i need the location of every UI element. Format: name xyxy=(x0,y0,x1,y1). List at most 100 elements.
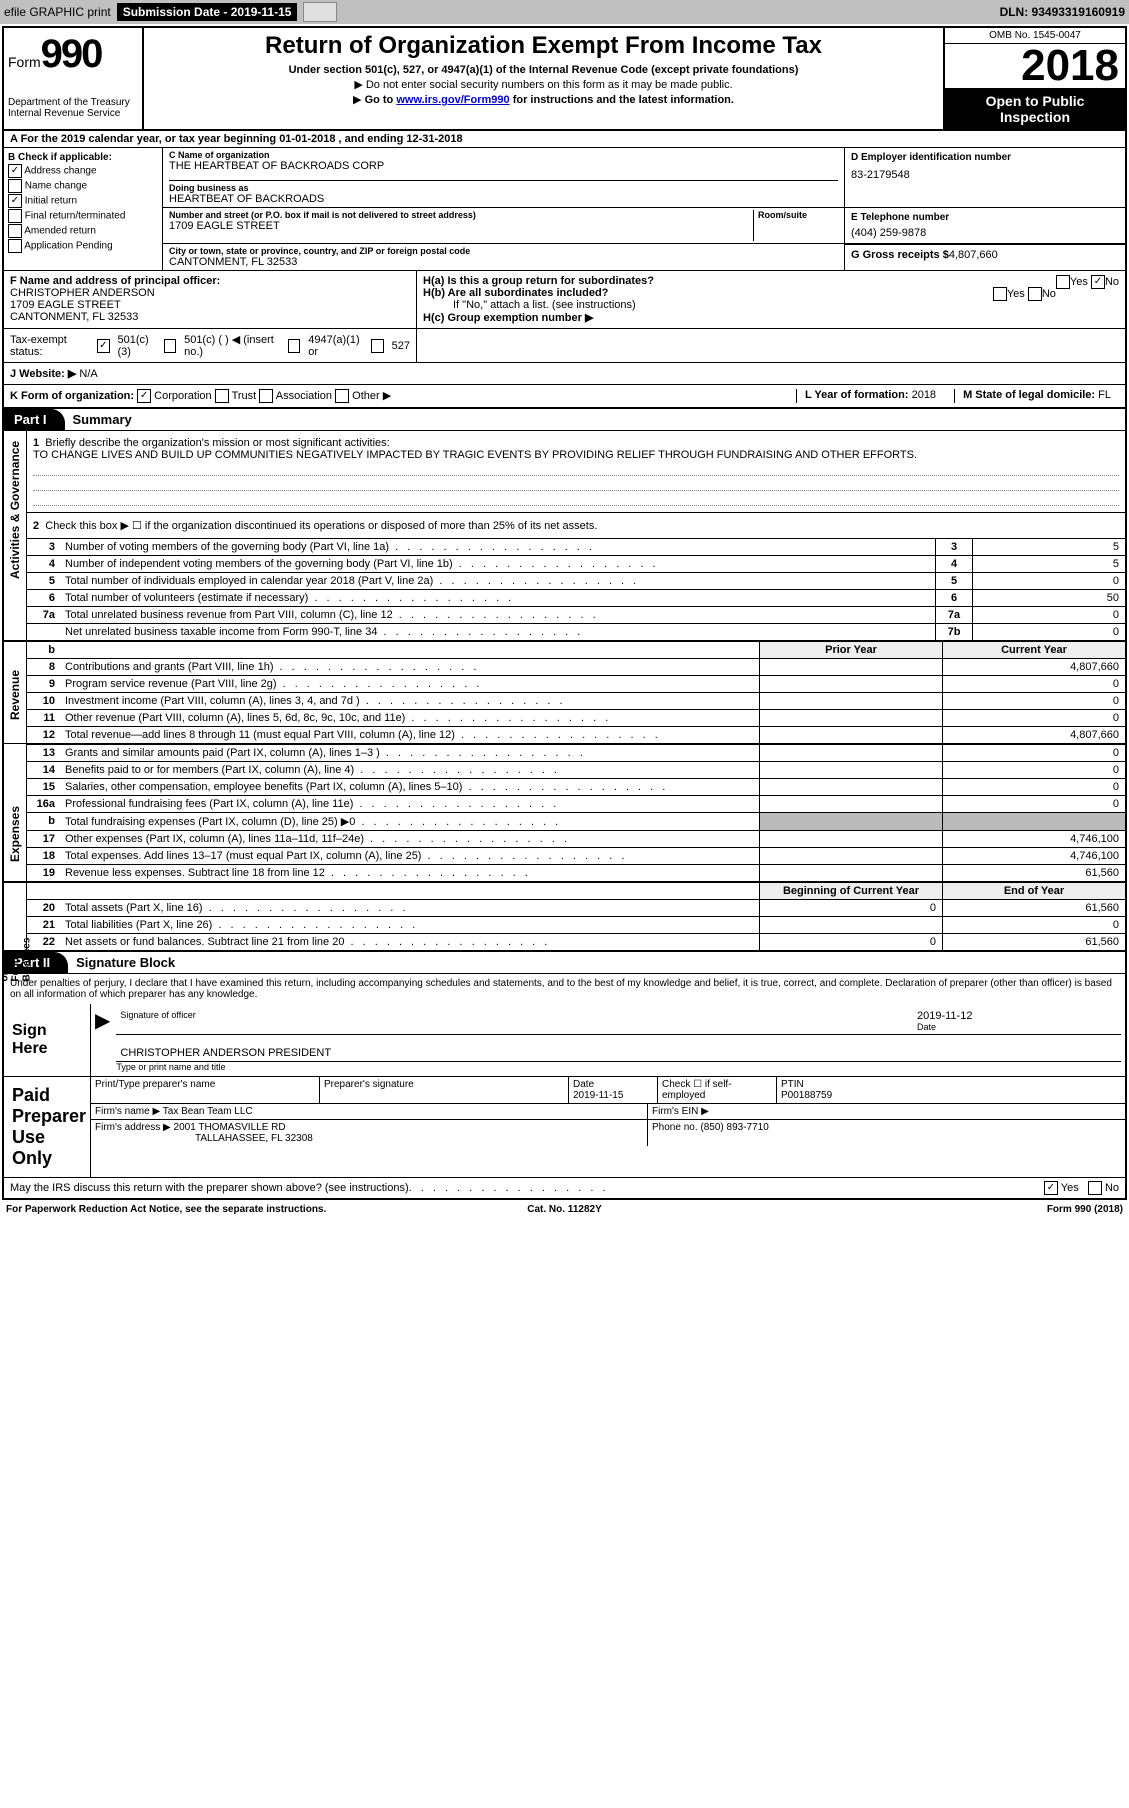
room-label: Room/suite xyxy=(758,210,838,220)
tax-year: 2018 xyxy=(945,44,1125,88)
mission-blank-1 xyxy=(33,461,1119,476)
dln: DLN: 93493319160919 xyxy=(1000,5,1125,19)
fin-desc: Net assets or fund balances. Subtract li… xyxy=(61,934,759,950)
firm-label: Firm's name ▶ xyxy=(95,1106,160,1117)
penalty-text: Under penalties of perjury, I declare th… xyxy=(4,974,1125,1004)
fin-desc: Other revenue (Part VIII, column (A), li… xyxy=(61,710,759,726)
check-final[interactable]: Final return/terminated xyxy=(8,209,158,223)
j-label: J Website: ▶ xyxy=(10,368,76,380)
fin-n: 19 xyxy=(27,865,61,881)
fin-prior xyxy=(759,710,942,726)
ha-yes[interactable] xyxy=(1056,275,1070,289)
subtitle: Under section 501(c), 527, or 4947(a)(1)… xyxy=(148,64,939,76)
row-desc: Total number of volunteers (estimate if … xyxy=(61,590,935,606)
discuss-no[interactable] xyxy=(1088,1181,1102,1195)
hc-label: H(c) Group exemption number ▶ xyxy=(423,312,593,324)
row-val: 5 xyxy=(973,539,1125,555)
fin-n: 12 xyxy=(27,727,61,743)
check-amended[interactable]: Amended return xyxy=(8,224,158,238)
check-pending[interactable]: Application Pending xyxy=(8,239,158,253)
fin-desc: Investment income (Part VIII, column (A)… xyxy=(61,693,759,709)
row-n: 5 xyxy=(27,573,61,589)
row-desc: Number of independent voting members of … xyxy=(61,556,935,572)
fin-n: 16a xyxy=(27,796,61,812)
fin-prior xyxy=(759,796,942,812)
sidebar-revenue: Revenue xyxy=(8,698,22,720)
k-trust[interactable] xyxy=(215,389,229,403)
part1-title: Summary xyxy=(73,412,132,427)
hb-yes[interactable] xyxy=(993,287,1007,301)
fin-prior xyxy=(759,762,942,778)
fin-n: 18 xyxy=(27,848,61,864)
fin-prior xyxy=(759,917,942,933)
fin-desc: Total liabilities (Part X, line 26) xyxy=(61,917,759,933)
fin-prior xyxy=(759,831,942,847)
fin-curr: 4,746,100 xyxy=(942,848,1125,864)
row-desc: Number of voting members of the governin… xyxy=(61,539,935,555)
row-n xyxy=(27,624,61,640)
row-desc: Net unrelated business taxable income fr… xyxy=(61,624,935,640)
fin-n: 10 xyxy=(27,693,61,709)
hb-no[interactable] xyxy=(1028,287,1042,301)
k-corp[interactable] xyxy=(137,389,151,403)
pra-notice: For Paperwork Reduction Act Notice, see … xyxy=(6,1204,378,1215)
form990-link[interactable]: www.irs.gov/Form990 xyxy=(396,94,509,106)
ptin-label: PTIN xyxy=(781,1079,804,1090)
row-val: 0 xyxy=(973,624,1125,640)
k-label: K Form of organization: xyxy=(10,390,134,402)
part1-tab: Part I xyxy=(4,409,65,430)
discuss-q: May the IRS discuss this return with the… xyxy=(10,1182,409,1194)
k-other[interactable] xyxy=(335,389,349,403)
firm-addr2: TALLAHASSEE, FL 32308 xyxy=(195,1133,313,1144)
discuss-yes[interactable] xyxy=(1044,1181,1058,1195)
sig-officer-label: Signature of officer xyxy=(120,1010,917,1032)
q2-text: Check this box ▶ ☐ if the organization d… xyxy=(45,520,597,532)
check-initial[interactable]: Initial return xyxy=(8,194,158,208)
tax-501c[interactable] xyxy=(164,339,176,353)
title-box: Return of Organization Exempt From Incom… xyxy=(144,28,945,129)
blank-button-1[interactable] xyxy=(303,2,337,22)
dept-treasury: Department of the Treasury Internal Reve… xyxy=(8,97,138,119)
firm-addr-label: Firm's address ▶ xyxy=(95,1122,171,1133)
tax-4947[interactable] xyxy=(288,339,300,353)
tax-527[interactable] xyxy=(371,339,383,353)
row-desc: Total unrelated business revenue from Pa… xyxy=(61,607,935,623)
self-employed[interactable]: Check ☐ if self-employed xyxy=(658,1077,777,1103)
q1-label: Briefly describe the organization's miss… xyxy=(45,437,389,449)
city-label: City or town, state or province, country… xyxy=(169,246,838,256)
officer-name: CHRISTOPHER ANDERSON xyxy=(10,287,155,299)
row-desc: Total number of individuals employed in … xyxy=(61,573,935,589)
fin-curr: 0 xyxy=(942,676,1125,692)
phone: (404) 259-9878 xyxy=(851,227,1119,239)
row-box: 6 xyxy=(935,590,973,606)
fin-curr: 0 xyxy=(942,745,1125,761)
q1-n: 1 xyxy=(33,437,39,449)
k-assoc[interactable] xyxy=(259,389,273,403)
check-address[interactable]: Address change xyxy=(8,164,158,178)
fin-n: 11 xyxy=(27,710,61,726)
fin-n: 14 xyxy=(27,762,61,778)
fin-n: 9 xyxy=(27,676,61,692)
ein: 83-2179548 xyxy=(851,169,1119,181)
prep-date: 2019-11-15 xyxy=(573,1090,623,1101)
row-n: 3 xyxy=(27,539,61,555)
mission-blank-2 xyxy=(33,476,1119,491)
tax-501c3[interactable] xyxy=(97,339,109,353)
type-label: Type or print name and title xyxy=(116,1062,1121,1072)
fin-prior xyxy=(759,848,942,864)
sidebar-netassets: Net Assets or Fund Balances xyxy=(0,960,33,982)
e-label: E Telephone number xyxy=(851,212,1119,223)
line-a: A For the 2019 calendar year, or tax yea… xyxy=(4,131,1125,148)
fin-desc: Total fundraising expenses (Part IX, col… xyxy=(61,813,759,830)
fin-desc: Benefits paid to or for members (Part IX… xyxy=(61,762,759,778)
ha-no[interactable] xyxy=(1091,275,1105,289)
fin-prior xyxy=(759,659,942,675)
gross-receipts: 4,807,660 xyxy=(949,249,998,261)
row-val: 0 xyxy=(973,573,1125,589)
prep-name-label: Print/Type preparer's name xyxy=(91,1077,320,1103)
blank-desc xyxy=(61,642,759,658)
row-val: 5 xyxy=(973,556,1125,572)
fin-curr: 61,560 xyxy=(942,865,1125,881)
c-label: C Name of organization xyxy=(169,150,838,160)
check-name[interactable]: Name change xyxy=(8,179,158,193)
